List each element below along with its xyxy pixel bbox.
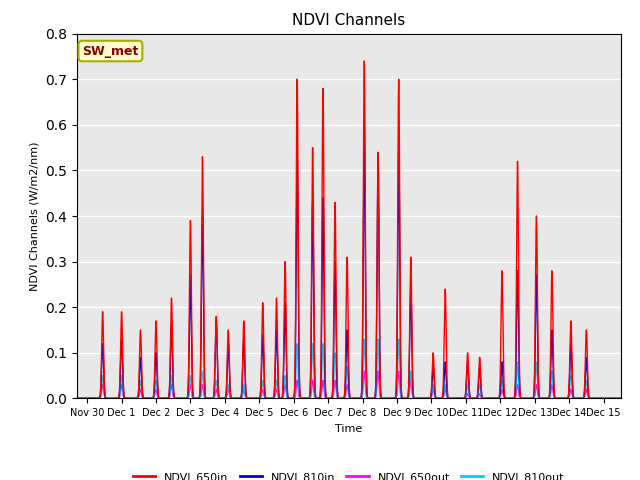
Line: NDVI_650in: NDVI_650in bbox=[77, 61, 624, 398]
NDVI_810in bbox=[346, 395, 354, 401]
NDVI_810in bbox=[444, 395, 452, 401]
NDVI_650in bbox=[360, 58, 368, 64]
Line: NDVI_650out: NDVI_650out bbox=[77, 371, 624, 398]
NDVI_810out bbox=[360, 336, 368, 342]
NDVI_810in bbox=[620, 396, 627, 401]
NDVI_810out bbox=[620, 396, 628, 401]
NDVI_650out bbox=[620, 396, 628, 401]
NDVI_810out bbox=[136, 386, 143, 392]
NDVI_650in bbox=[620, 396, 627, 401]
NDVI_650in bbox=[444, 394, 452, 400]
NDVI_810in bbox=[620, 396, 628, 401]
NDVI_810in bbox=[136, 375, 143, 381]
NDVI_650out bbox=[346, 396, 354, 401]
NDVI_810in bbox=[406, 320, 413, 326]
NDVI_810in bbox=[199, 218, 207, 224]
NDVI_810out bbox=[620, 396, 627, 401]
NDVI_650in bbox=[199, 160, 207, 166]
NDVI_650out bbox=[136, 391, 143, 397]
NDVI_650in bbox=[136, 362, 143, 368]
Y-axis label: NDVI Channels (W/m2/nm): NDVI Channels (W/m2/nm) bbox=[29, 141, 40, 291]
NDVI_810out bbox=[73, 396, 81, 401]
NDVI_650in bbox=[268, 396, 276, 401]
NDVI_810in bbox=[268, 396, 276, 401]
NDVI_810out bbox=[346, 396, 354, 401]
NDVI_650in bbox=[406, 302, 413, 308]
NDVI_650out bbox=[268, 396, 276, 401]
NDVI_810out bbox=[268, 396, 276, 401]
NDVI_810in bbox=[73, 396, 81, 401]
NDVI_810out bbox=[444, 396, 452, 401]
Title: NDVI Channels: NDVI Channels bbox=[292, 13, 405, 28]
NDVI_810out bbox=[406, 377, 413, 383]
NDVI_810in bbox=[360, 127, 368, 132]
Line: NDVI_810in: NDVI_810in bbox=[77, 130, 624, 398]
X-axis label: Time: Time bbox=[335, 424, 362, 433]
NDVI_650out bbox=[73, 396, 81, 401]
NDVI_650in bbox=[620, 396, 628, 401]
NDVI_650out bbox=[199, 382, 207, 388]
NDVI_650out bbox=[406, 384, 413, 389]
NDVI_650out bbox=[444, 396, 452, 401]
Text: SW_met: SW_met bbox=[82, 45, 139, 58]
NDVI_650out bbox=[360, 368, 368, 374]
Legend: NDVI_650in, NDVI_810in, NDVI_650out, NDVI_810out: NDVI_650in, NDVI_810in, NDVI_650out, NDV… bbox=[129, 468, 569, 480]
Line: NDVI_810out: NDVI_810out bbox=[77, 339, 624, 398]
NDVI_810out bbox=[199, 369, 207, 374]
NDVI_650in bbox=[346, 395, 354, 401]
NDVI_650out bbox=[620, 396, 627, 401]
NDVI_650in bbox=[73, 396, 81, 401]
